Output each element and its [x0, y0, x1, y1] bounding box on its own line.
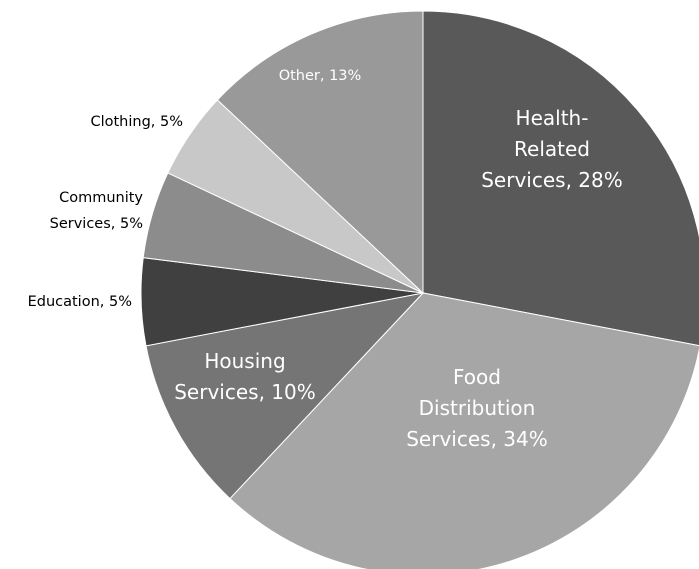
pie-label-housing-services: Housing Services, 10%	[174, 349, 316, 404]
pie-slice-food-distribution-services	[229, 292, 699, 569]
pie-label-health-related-services: Health- Related Services, 28%	[481, 106, 623, 192]
pie-slice-health-related-services	[422, 10, 699, 347]
pie-label-line: Clothing, 5%	[90, 114, 183, 130]
pie-label-line: Related	[514, 137, 590, 161]
pie-label-line: Distribution	[419, 396, 536, 420]
pie-slice-housing-services	[145, 292, 425, 500]
pie-label-line: Food	[453, 365, 501, 389]
pie-label-other: Other, 13%	[279, 68, 362, 84]
pie-label-line: Services, 10%	[174, 380, 316, 404]
pie-label-line: Services, 28%	[481, 168, 623, 192]
pie-label-line: Services, 5%	[50, 216, 143, 232]
pie-label-food-distribution-services: Food Distribution Services, 34%	[406, 365, 548, 451]
pie-slices	[140, 10, 699, 569]
pie-labels: Health- Related Services, 28% Food Distribut…	[28, 68, 623, 451]
pie-label-line: Housing	[204, 349, 285, 373]
pie-label-education: Education, 5%	[28, 294, 132, 310]
pie-label-line: Community	[59, 190, 143, 206]
pie-label-line: Education, 5%	[28, 294, 132, 310]
pie-label-line: Services, 34%	[406, 427, 548, 451]
pie-slice-other	[216, 10, 424, 295]
pie-label-clothing: Clothing, 5%	[90, 114, 183, 130]
pie-label-line: Health-	[516, 106, 589, 130]
pie-label-line: Other, 13%	[279, 68, 362, 84]
pie-label-community-services: Community Services, 5%	[50, 190, 144, 232]
